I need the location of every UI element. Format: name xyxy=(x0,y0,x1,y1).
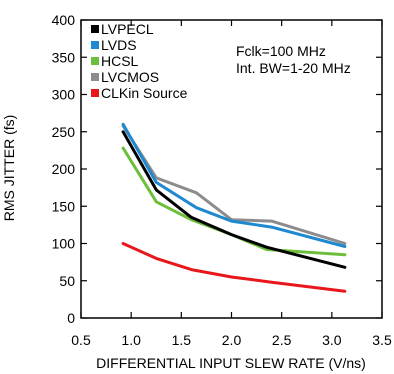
legend-label-hcsl: HCSL xyxy=(101,53,139,69)
y-tick-label: 250 xyxy=(52,124,76,140)
annotation-text: Fclk=100 MHz xyxy=(236,43,326,59)
y-tick-label: 150 xyxy=(52,198,76,214)
legend-label-lvpecl: LVPECL xyxy=(101,21,154,37)
y-axis-label: RMS JITTER (fs) xyxy=(1,115,17,222)
y-tick-label: 200 xyxy=(52,161,76,177)
legend-label-clkin-source: CLKin Source xyxy=(101,85,188,101)
legend-swatch-lvds xyxy=(91,41,99,49)
x-axis-label: DIFFERENTIAL INPUT SLEW RATE (V/ns) xyxy=(96,355,366,371)
legend-swatch-hcsl xyxy=(91,57,99,65)
series-line-clkin-source xyxy=(121,242,347,293)
x-tick-label: 2.5 xyxy=(272,332,292,348)
x-tick-label: 3.0 xyxy=(322,332,342,348)
series-line-lvds xyxy=(121,122,347,248)
legend-label-lvcmos: LVCMOS xyxy=(101,69,159,85)
x-tick-label: 1.0 xyxy=(121,332,141,348)
y-tick-label: 350 xyxy=(52,49,76,65)
legend-swatch-clkin-source xyxy=(91,89,99,97)
x-tick-label: 0.5 xyxy=(71,332,91,348)
x-tick-label: 2.0 xyxy=(222,332,242,348)
x-tick-label: 3.5 xyxy=(372,332,392,348)
y-tick-label: 100 xyxy=(52,236,76,252)
series-line-lvpecl xyxy=(121,130,347,269)
y-tick-label: 50 xyxy=(59,273,75,289)
y-tick-label: 0 xyxy=(67,310,75,326)
plot-area: 0 50 100 150 200 250 300 350 400 0.5 1.0 1.5 2.0 2.5 3… xyxy=(52,12,392,348)
x-tick-label: 1.5 xyxy=(172,332,192,348)
y-tick-label: 400 xyxy=(52,12,76,28)
annotation-text: Int. BW=1-20 MHz xyxy=(236,60,351,76)
legend-label-lvds: LVDS xyxy=(101,37,137,53)
legend-swatch-lvcmos xyxy=(91,73,99,81)
y-tick-label: 300 xyxy=(52,87,76,103)
series-line-lvcmos xyxy=(121,124,347,245)
legend-swatch-lvpecl xyxy=(91,25,99,33)
